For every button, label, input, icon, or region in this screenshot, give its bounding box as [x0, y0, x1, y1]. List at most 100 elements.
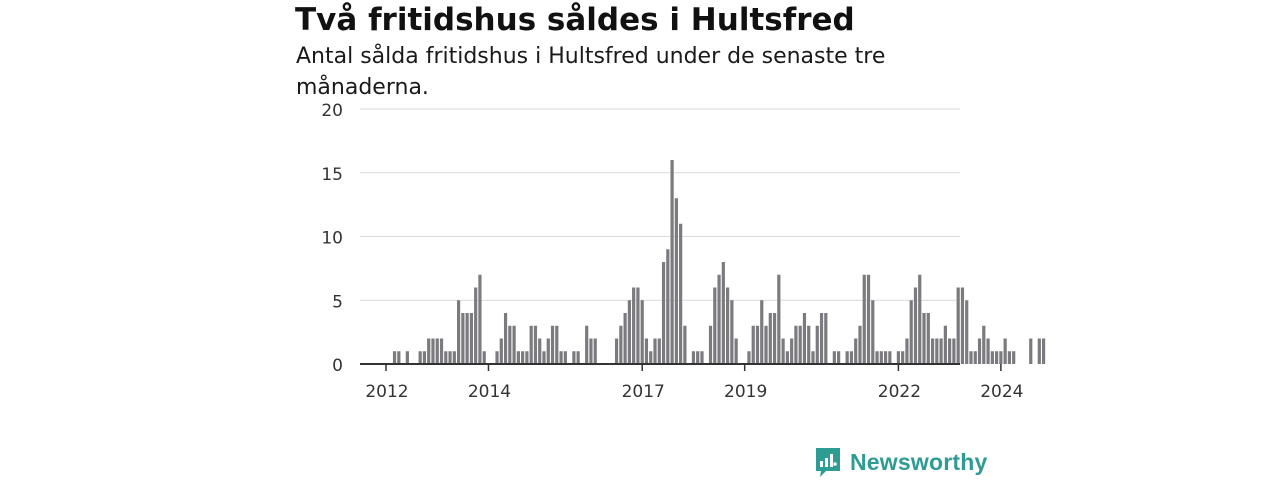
bar [572, 351, 576, 364]
bar [726, 287, 730, 364]
bar [444, 351, 448, 364]
bar [405, 351, 409, 364]
bar [854, 338, 858, 364]
bar [819, 313, 824, 364]
bar [563, 351, 567, 364]
bar [802, 313, 807, 364]
bar [1041, 338, 1046, 364]
bar [721, 262, 725, 364]
bar [614, 338, 619, 364]
bar [448, 351, 452, 364]
bar [969, 351, 973, 364]
bar [1037, 338, 1041, 364]
bar [696, 351, 700, 364]
bar [619, 325, 623, 364]
x-tick-label: 2014 [468, 382, 511, 402]
bar-chart: 0 5 10 15 20 2012 2014 2017 2019 2022 2024 2 [321, 0, 1062, 402]
bar [730, 300, 734, 364]
bar [939, 338, 943, 364]
bar [465, 313, 469, 364]
bar [700, 351, 704, 364]
bar [1007, 351, 1012, 364]
bar [922, 313, 926, 364]
bar [555, 325, 559, 364]
bar [397, 351, 401, 364]
bar [871, 300, 875, 364]
bar [785, 351, 789, 364]
bar [764, 325, 768, 364]
y-tick-label: 0 [332, 356, 343, 376]
bar [427, 338, 431, 364]
bar [862, 274, 866, 364]
bar [661, 262, 666, 364]
bar [965, 300, 969, 364]
bar [632, 287, 636, 364]
bar [516, 351, 520, 364]
bar [508, 325, 512, 364]
bar [755, 325, 760, 364]
bar [760, 300, 764, 364]
bar [995, 351, 999, 364]
bar [495, 351, 499, 364]
bar [858, 325, 862, 364]
bar [751, 325, 755, 364]
bar [691, 351, 696, 364]
bar [832, 351, 836, 364]
bar [512, 325, 516, 364]
chart-subtitle: Antal sålda fritidshus i Hultsfred under… [296, 44, 886, 100]
bar [777, 274, 781, 364]
bar [653, 338, 657, 364]
bar [781, 338, 785, 364]
bar [866, 274, 871, 364]
brand-name: Newsworthy [850, 448, 988, 475]
y-tick-label: 20 [321, 101, 343, 121]
bar [503, 313, 508, 364]
bar [982, 325, 986, 364]
bar [798, 325, 802, 364]
bar [683, 325, 687, 364]
bar [431, 338, 435, 364]
bar [909, 300, 913, 364]
bar [879, 351, 883, 364]
bar [499, 338, 503, 364]
bar [418, 351, 422, 364]
bar [930, 338, 935, 364]
bar [644, 338, 649, 364]
bar [469, 313, 473, 364]
x-tick-label: 2012 [365, 382, 408, 402]
bar [525, 351, 529, 364]
bar [435, 338, 439, 364]
bar [734, 338, 738, 364]
bar [679, 223, 683, 364]
bar [875, 351, 879, 364]
bar [986, 338, 990, 364]
bar [849, 351, 854, 364]
bar [439, 338, 444, 364]
bar [636, 287, 640, 364]
bar [815, 325, 819, 364]
bar [456, 300, 461, 364]
bar [478, 274, 482, 364]
bar [538, 338, 542, 364]
bar [623, 313, 627, 364]
bar [837, 351, 841, 364]
newsworthy-logo: Newsworthy [814, 446, 987, 478]
newsworthy-icon [816, 448, 840, 477]
bar [1012, 351, 1016, 364]
bar [559, 351, 563, 364]
bar [913, 287, 918, 364]
bar [585, 325, 589, 364]
bar [952, 338, 956, 364]
bar [935, 338, 939, 364]
gridlines [360, 108, 960, 301]
bar-series [392, 160, 1046, 364]
x-tick-label: 2022 [878, 382, 921, 402]
bar [461, 313, 465, 364]
bar [640, 300, 644, 364]
bar [627, 300, 631, 364]
bar [542, 351, 546, 364]
bar [926, 313, 930, 364]
bar [768, 313, 772, 364]
bar [918, 274, 922, 364]
bar [943, 325, 947, 364]
